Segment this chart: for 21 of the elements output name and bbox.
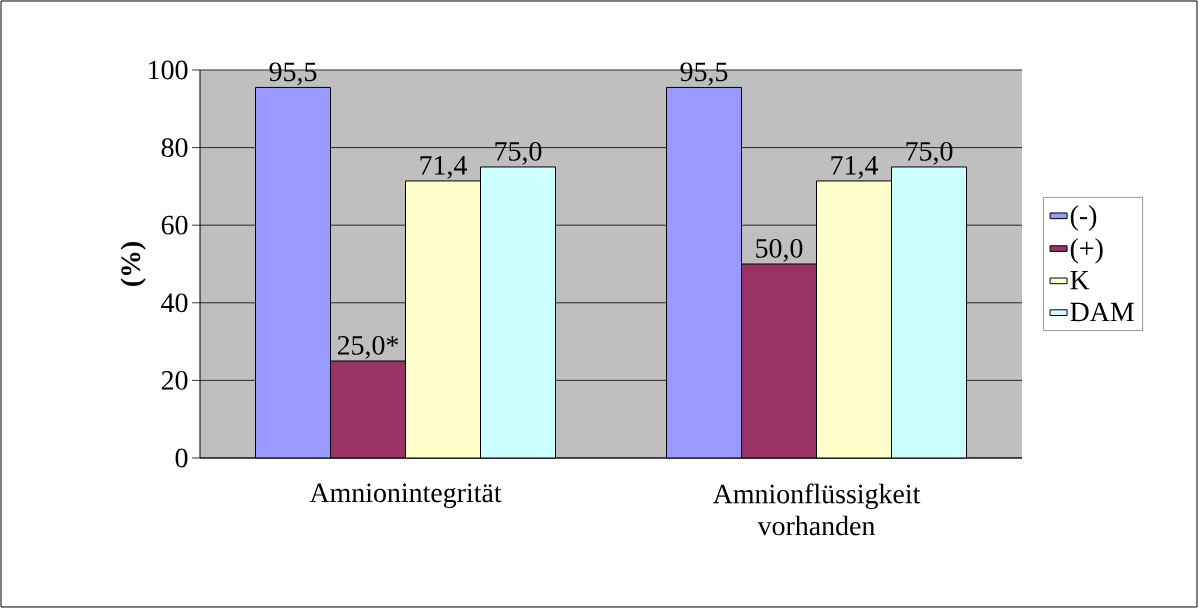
data-label: 75,0 — [906, 141, 953, 165]
data-label: 50,0 — [756, 238, 803, 262]
data-label: 95,5 — [269, 62, 317, 86]
legend-label: (+) — [1070, 238, 1103, 264]
y-tick-label: 60 — [161, 215, 188, 235]
data-label: 95,5 — [680, 62, 728, 86]
data-label: 25,0* — [337, 335, 399, 359]
data-label: 71,4 — [420, 156, 467, 179]
y-axis-title: (%) — [120, 241, 146, 286]
y-tick-label: 40 — [161, 293, 188, 313]
y-tick-label: 80 — [161, 138, 188, 157]
y-tick-label: 20 — [161, 370, 188, 390]
y-tick-label: 0 — [175, 448, 188, 468]
x-tick-label: Amnionflüssigkeit vorhanden — [712, 483, 921, 536]
legend-label: DAM — [1070, 302, 1134, 322]
data-label: 71,4 — [831, 156, 878, 179]
x-tick-label: Amnionintegrität — [309, 483, 502, 508]
y-tick-label: 100 — [149, 60, 188, 80]
data-label: 75,0 — [495, 141, 542, 165]
legend-label: (-) — [1070, 205, 1097, 231]
legend-label: K — [1070, 270, 1090, 290]
